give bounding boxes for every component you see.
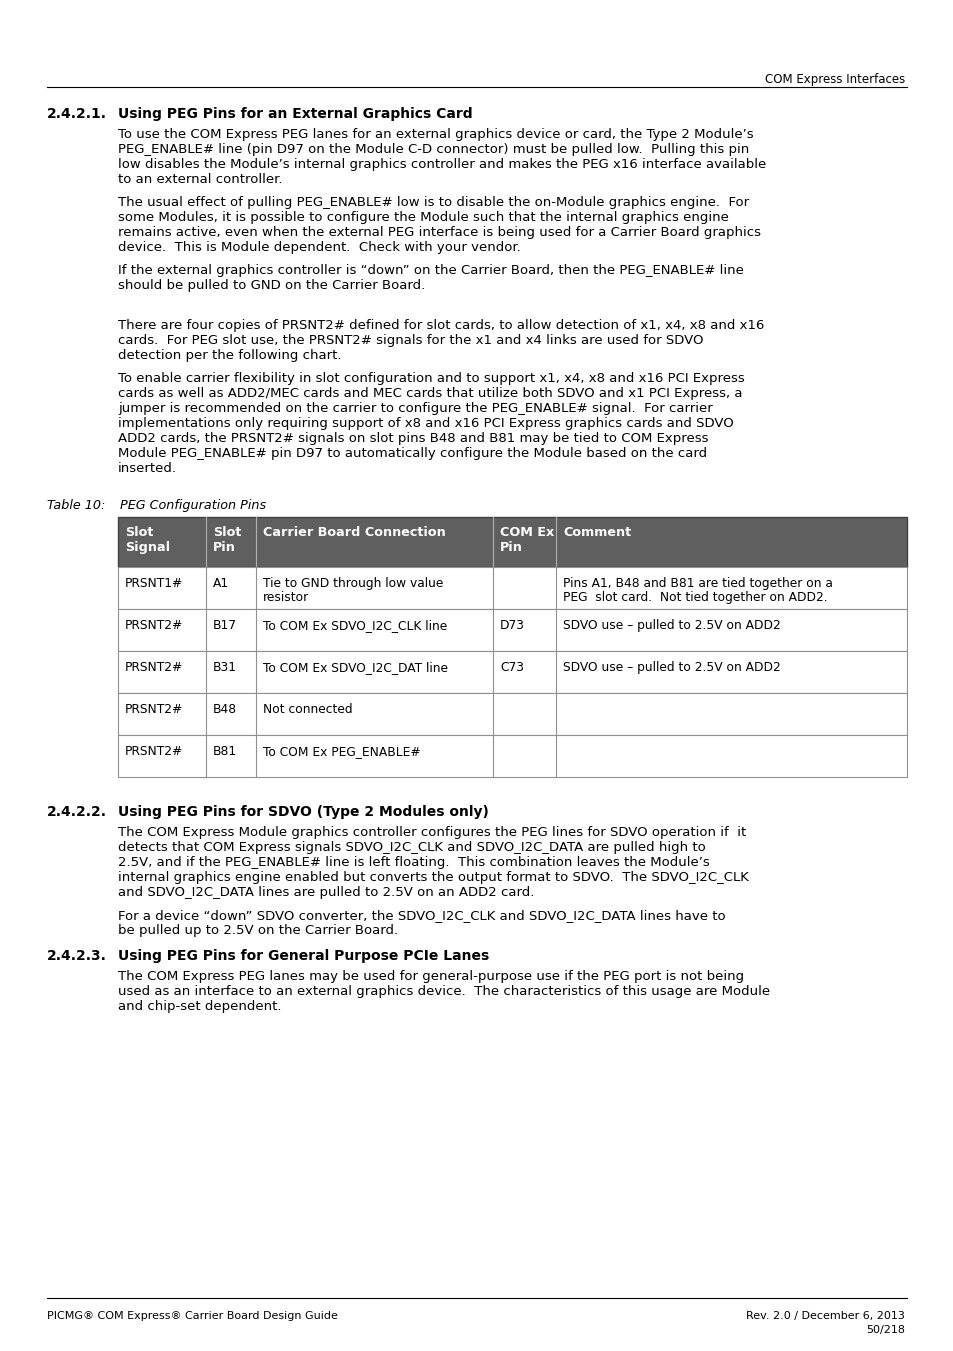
- Text: jumper is recommended on the carrier to configure the PEG_ENABLE# signal.  For c: jumper is recommended on the carrier to …: [118, 403, 712, 415]
- Text: internal graphics engine enabled but converts the output format to SDVO.  The SD: internal graphics engine enabled but con…: [118, 871, 748, 884]
- Text: Not connected: Not connected: [263, 703, 353, 716]
- Text: COM Express Interfaces: COM Express Interfaces: [764, 73, 904, 86]
- Text: inserted.: inserted.: [118, 462, 177, 476]
- Bar: [118, 651, 906, 693]
- Text: 2.4.2.2.: 2.4.2.2.: [47, 805, 107, 819]
- Text: SDVO use – pulled to 2.5V on ADD2: SDVO use – pulled to 2.5V on ADD2: [562, 619, 780, 632]
- Text: used as an interface to an external graphics device.  The characteristics of thi: used as an interface to an external grap…: [118, 985, 769, 998]
- Text: Pins A1, B48 and B81 are tied together on a: Pins A1, B48 and B81 are tied together o…: [562, 577, 832, 590]
- Text: should be pulled to GND on the Carrier Board.: should be pulled to GND on the Carrier B…: [118, 280, 425, 292]
- Text: If the external graphics controller is “down” on the Carrier Board, then the PEG: If the external graphics controller is “…: [118, 263, 743, 277]
- Text: Slot: Slot: [213, 526, 241, 539]
- Text: Using PEG Pins for SDVO (Type 2 Modules only): Using PEG Pins for SDVO (Type 2 Modules …: [118, 805, 488, 819]
- Text: B31: B31: [213, 661, 236, 674]
- Text: detection per the following chart.: detection per the following chart.: [118, 349, 341, 362]
- Bar: [118, 567, 906, 609]
- Text: D73: D73: [499, 619, 524, 632]
- Text: Using PEG Pins for General Purpose PCIe Lanes: Using PEG Pins for General Purpose PCIe …: [118, 948, 489, 963]
- Text: PRSNT1#: PRSNT1#: [125, 577, 183, 590]
- Text: 2.4.2.1.: 2.4.2.1.: [47, 107, 107, 122]
- Text: cards as well as ADD2/MEC cards and MEC cards that utilize both SDVO and x1 PCI : cards as well as ADD2/MEC cards and MEC …: [118, 386, 741, 400]
- Text: COM Ex: COM Ex: [499, 526, 554, 539]
- Text: PRSNT2#: PRSNT2#: [125, 661, 183, 674]
- Text: cards.  For PEG slot use, the PRSNT2# signals for the x1 and x4 links are used f: cards. For PEG slot use, the PRSNT2# sig…: [118, 334, 702, 347]
- Text: PICMG® COM Express® Carrier Board Design Guide: PICMG® COM Express® Carrier Board Design…: [47, 1310, 337, 1321]
- Text: ADD2 cards, the PRSNT2# signals on slot pins B48 and B81 may be tied to COM Expr: ADD2 cards, the PRSNT2# signals on slot …: [118, 432, 708, 444]
- Text: The COM Express PEG lanes may be used for general-purpose use if the PEG port is: The COM Express PEG lanes may be used fo…: [118, 970, 743, 984]
- Text: To COM Ex PEG_ENABLE#: To COM Ex PEG_ENABLE#: [263, 744, 420, 758]
- Text: Slot: Slot: [125, 526, 153, 539]
- Text: PEG Configuration Pins: PEG Configuration Pins: [120, 499, 266, 512]
- Text: B48: B48: [213, 703, 237, 716]
- Text: be pulled up to 2.5V on the Carrier Board.: be pulled up to 2.5V on the Carrier Boar…: [118, 924, 397, 938]
- Text: Carrier Board Connection: Carrier Board Connection: [263, 526, 445, 539]
- Text: Pin: Pin: [213, 540, 235, 554]
- Text: PEG_ENABLE# line (pin D97 on the Module C-D connector) must be pulled low.  Pull: PEG_ENABLE# line (pin D97 on the Module …: [118, 143, 748, 155]
- Text: Pin: Pin: [499, 540, 522, 554]
- Text: To enable carrier flexibility in slot configuration and to support x1, x4, x8 an: To enable carrier flexibility in slot co…: [118, 372, 744, 385]
- Text: There are four copies of PRSNT2# defined for slot cards, to allow detection of x: There are four copies of PRSNT2# defined…: [118, 319, 763, 332]
- Text: C73: C73: [499, 661, 523, 674]
- Bar: [118, 517, 906, 567]
- Text: To COM Ex SDVO_I2C_DAT line: To COM Ex SDVO_I2C_DAT line: [263, 661, 448, 674]
- Text: The COM Express Module graphics controller configures the PEG lines for SDVO ope: The COM Express Module graphics controll…: [118, 825, 745, 839]
- Text: Tie to GND through low value: Tie to GND through low value: [263, 577, 443, 590]
- Bar: [118, 609, 906, 651]
- Text: and SDVO_I2C_DATA lines are pulled to 2.5V on an ADD2 card.: and SDVO_I2C_DATA lines are pulled to 2.…: [118, 886, 534, 898]
- Text: To COM Ex SDVO_I2C_CLK line: To COM Ex SDVO_I2C_CLK line: [263, 619, 447, 632]
- Text: PRSNT2#: PRSNT2#: [125, 744, 183, 758]
- Bar: [118, 693, 906, 735]
- Text: PRSNT2#: PRSNT2#: [125, 619, 183, 632]
- Text: device.  This is Module dependent.  Check with your vendor.: device. This is Module dependent. Check …: [118, 240, 520, 254]
- Text: Table 10:: Table 10:: [47, 499, 105, 512]
- Text: low disables the Module’s internal graphics controller and makes the PEG x16 int: low disables the Module’s internal graph…: [118, 158, 765, 172]
- Text: Module PEG_ENABLE# pin D97 to automatically configure the Module based on the ca: Module PEG_ENABLE# pin D97 to automatica…: [118, 447, 706, 459]
- Text: detects that COM Express signals SDVO_I2C_CLK and SDVO_I2C_DATA are pulled high : detects that COM Express signals SDVO_I2…: [118, 842, 705, 854]
- Text: resistor: resistor: [263, 590, 309, 604]
- Bar: [118, 517, 906, 567]
- Bar: [118, 735, 906, 777]
- Text: 2.5V, and if the PEG_ENABLE# line is left floating.  This combination leaves the: 2.5V, and if the PEG_ENABLE# line is lef…: [118, 857, 709, 869]
- Text: to an external controller.: to an external controller.: [118, 173, 282, 186]
- Text: PRSNT2#: PRSNT2#: [125, 703, 183, 716]
- Text: Using PEG Pins for an External Graphics Card: Using PEG Pins for an External Graphics …: [118, 107, 472, 122]
- Text: A1: A1: [213, 577, 229, 590]
- Text: 50/218: 50/218: [865, 1325, 904, 1335]
- Text: Rev. 2.0 / December 6, 2013: Rev. 2.0 / December 6, 2013: [745, 1310, 904, 1321]
- Text: For a device “down” SDVO converter, the SDVO_I2C_CLK and SDVO_I2C_DATA lines hav: For a device “down” SDVO converter, the …: [118, 909, 725, 921]
- Text: and chip-set dependent.: and chip-set dependent.: [118, 1000, 281, 1013]
- Text: PEG  slot card.  Not tied together on ADD2.: PEG slot card. Not tied together on ADD2…: [562, 590, 827, 604]
- Text: The usual effect of pulling PEG_ENABLE# low is to disable the on-Module graphics: The usual effect of pulling PEG_ENABLE# …: [118, 196, 748, 209]
- Text: B81: B81: [213, 744, 237, 758]
- Text: Comment: Comment: [562, 526, 631, 539]
- Text: 2.4.2.3.: 2.4.2.3.: [47, 948, 107, 963]
- Text: Signal: Signal: [125, 540, 170, 554]
- Text: B17: B17: [213, 619, 236, 632]
- Text: some Modules, it is possible to configure the Module such that the internal grap: some Modules, it is possible to configur…: [118, 211, 728, 224]
- Text: remains active, even when the external PEG interface is being used for a Carrier: remains active, even when the external P…: [118, 226, 760, 239]
- Text: To use the COM Express PEG lanes for an external graphics device or card, the Ty: To use the COM Express PEG lanes for an …: [118, 128, 753, 141]
- Text: SDVO use – pulled to 2.5V on ADD2: SDVO use – pulled to 2.5V on ADD2: [562, 661, 780, 674]
- Text: implementations only requiring support of x8 and x16 PCI Express graphics cards : implementations only requiring support o…: [118, 417, 733, 430]
